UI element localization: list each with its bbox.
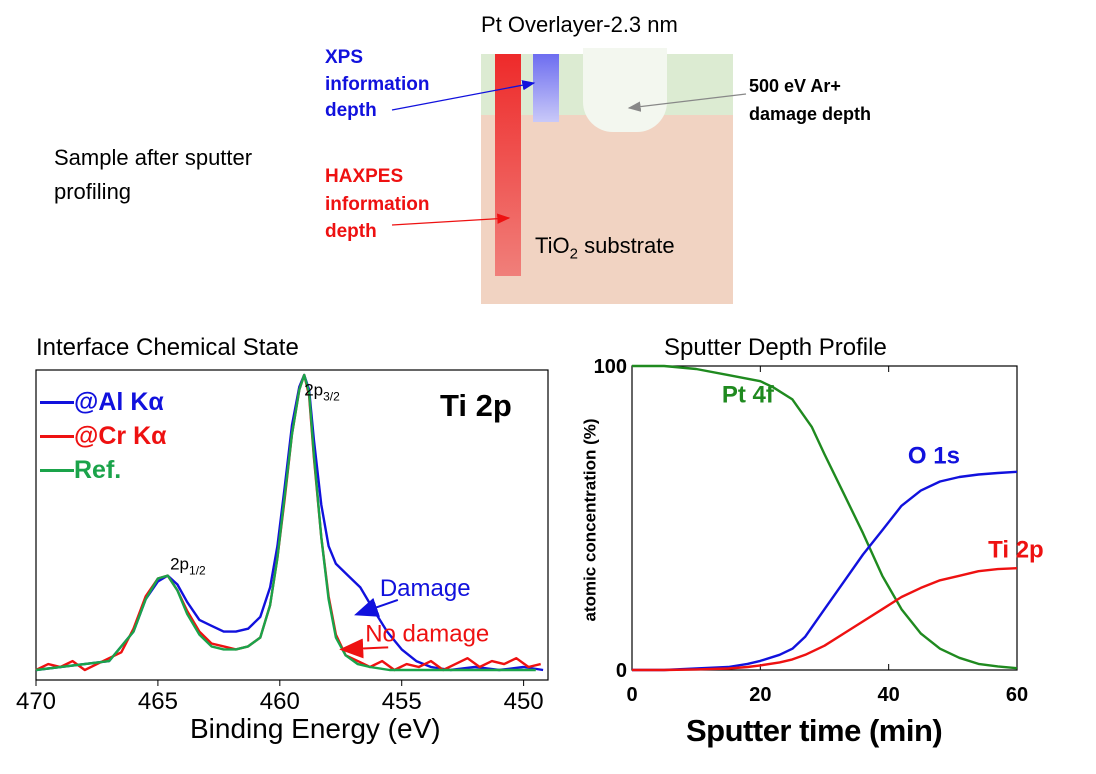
substrate-label: TiO2 substrate: [535, 233, 675, 263]
profile-series-ti-2p: [632, 567, 1018, 672]
profile-series-label-ti-2p: Ti 2p: [988, 537, 1044, 564]
legend-label-ref: Ref.: [74, 456, 122, 484]
xps-label-1: XPS: [325, 47, 364, 68]
damage-region: [583, 48, 667, 132]
annotation-no-damage: No damage: [365, 620, 489, 647]
spectrum-xtick-label: 470: [16, 688, 56, 715]
profile-xtick-label: 0: [626, 684, 637, 706]
xps-depth-bar: [533, 54, 559, 122]
haxpes-label-1: HAXPES: [325, 166, 404, 187]
spectrum-plot-frame: [35, 369, 549, 681]
spectrum-panel-label: Ti 2p: [440, 388, 512, 423]
profile-xlabel: Sputter time (min): [686, 713, 943, 748]
profile-plot-frame: [631, 365, 1018, 671]
peak-label-1: 2p1/2: [170, 555, 206, 578]
xps-arrow: [391, 80, 536, 111]
legend-swatch-al: [40, 401, 74, 404]
profile-chart-title: Sputter Depth Profile: [664, 334, 887, 361]
profile-series-label-o-1s: O 1s: [908, 442, 960, 469]
spectrum-xtick-label: 455: [382, 688, 422, 715]
legend-swatch-ref: [40, 469, 74, 472]
profile-ytick-label: 0: [616, 660, 627, 682]
xps-label-3: depth: [325, 100, 377, 121]
sample-label-line2: profiling: [54, 179, 132, 204]
damage-arrow: [627, 93, 747, 112]
spectrum-xtick-label: 465: [138, 688, 178, 715]
spectrum-legend: @Al Kα @Cr Kα Ref.: [38, 388, 208, 488]
profile-xtick-label: 20: [749, 684, 771, 706]
profile-series-pt-4f: [632, 364, 1018, 670]
schematic-arrows: [391, 80, 747, 226]
spectrum-chart-title: Interface Chemical State: [36, 334, 299, 361]
xps-label-2: information: [325, 74, 430, 95]
spectrum-xtick-label: 450: [504, 688, 544, 715]
spectrum-series-ref: [35, 373, 536, 672]
profile-series-label-pt-4f: Pt 4f: [722, 381, 775, 408]
legend-label-al: @Al Kα: [74, 388, 164, 416]
sample-label-line1: Sample after sputter: [54, 145, 253, 170]
damage-label-2: damage depth: [749, 104, 872, 124]
haxpes-arrow: [391, 213, 511, 226]
annotation-damage: Damage: [380, 575, 471, 602]
overlayer-title: Pt Overlayer-2.3 nm: [481, 12, 678, 37]
spectrum-xtick-label: 460: [260, 688, 300, 715]
peak-label-0: 2p3/2: [304, 381, 340, 404]
legend-swatch-cr: [40, 435, 74, 438]
legend-label-cr: @Cr Kα: [74, 422, 167, 450]
profile-xtick-label: 60: [1006, 684, 1028, 706]
haxpes-label-3: depth: [325, 221, 377, 242]
profile-series-o-1s: [632, 470, 1018, 672]
substrate-layer: [481, 115, 733, 304]
annotation-arrow-damage: [354, 597, 399, 617]
annotation-arrow-no-damage: [339, 638, 389, 659]
haxpes-label-2: information: [325, 194, 430, 215]
profile-ytick-label: 100: [594, 356, 627, 378]
haxpes-depth-bar: [495, 54, 521, 276]
spectrum-xlabel: Binding Energy (eV): [190, 713, 441, 744]
profile-xtick-label: 40: [878, 684, 900, 706]
schematic-panel: Pt Overlayer-2.3 nm TiO2 substrate Sampl…: [0, 0, 1096, 310]
damage-label-1: 500 eV Ar+: [749, 76, 841, 96]
